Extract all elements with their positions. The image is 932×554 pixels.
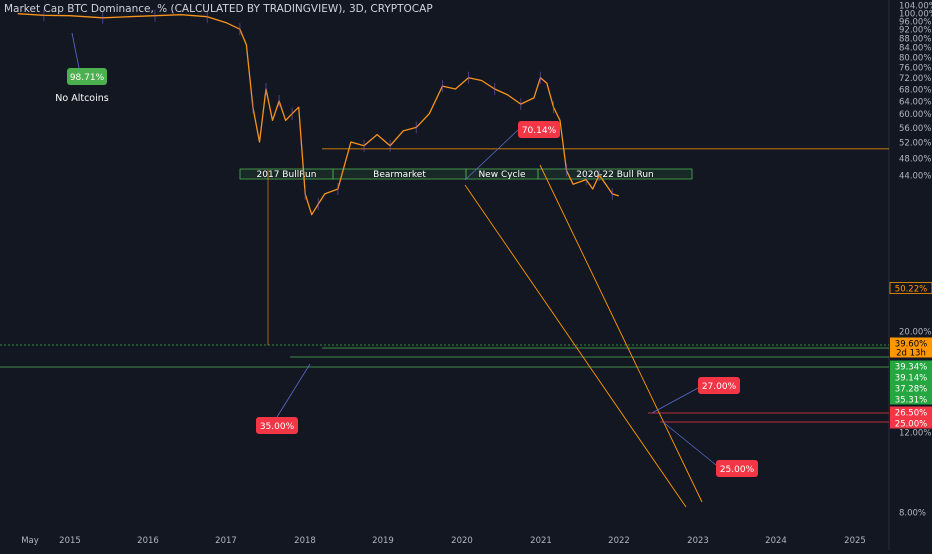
callout-label: 27.00%	[702, 382, 737, 392]
callout-badge	[256, 417, 298, 434]
y-tick-label: 60.00%	[899, 110, 931, 120]
zone-label: 2017 BullRun	[257, 170, 317, 180]
price-tag	[890, 393, 932, 405]
callout-pointer	[276, 363, 311, 418]
price-tag-label: 25.00%	[895, 420, 927, 430]
price-tag	[889, 282, 932, 294]
price-tag	[890, 371, 932, 383]
zone-label: 2020-22 Bull Run	[576, 170, 653, 180]
y-tick-label: 56.00%	[899, 124, 931, 134]
price-tag-label: 37.28%	[895, 385, 927, 395]
callout-pointer	[464, 129, 519, 181]
x-tick-label: 2019	[372, 536, 394, 546]
price-tag	[890, 382, 932, 394]
y-tick-label: 12.00%	[899, 428, 931, 438]
price-tag-label: 50.22%	[895, 285, 927, 295]
x-tick-label: 2025	[844, 536, 866, 546]
y-tick-label: 84.00%	[899, 44, 931, 54]
y-tick-label: 76.00%	[899, 63, 931, 73]
callout-badge	[698, 377, 740, 394]
price-tag-label: 26.50%	[895, 409, 927, 419]
price-tag	[890, 406, 932, 418]
zone-label: New Cycle	[478, 170, 526, 180]
y-tick-label: 92.00%	[899, 26, 931, 36]
zone-label: Bearmarket	[373, 170, 426, 180]
y-tick-label: 68.00%	[899, 85, 931, 95]
x-tick-label: 2018	[294, 536, 316, 546]
price-tag	[890, 337, 932, 349]
price-tag-label: 35.31%	[895, 396, 927, 406]
y-tick-label: 80.00%	[899, 53, 931, 63]
y-tick-label: 48.00%	[899, 154, 931, 164]
callout-badge	[518, 121, 560, 138]
price-line	[17, 13, 619, 216]
note-label: No Altcoins	[55, 93, 108, 104]
price-tag	[890, 417, 932, 429]
y-tick-label: 100.00%	[899, 9, 932, 19]
callout-label: 98.71%	[70, 73, 105, 83]
y-tick-label: 88.00%	[899, 35, 931, 45]
x-tick-label: 2015	[59, 536, 81, 546]
y-tick-label: 20.00%	[899, 327, 931, 337]
y-tick-label: 52.00%	[899, 139, 931, 149]
callout-pointer	[71, 32, 81, 74]
x-tick-label: 2016	[137, 536, 159, 546]
x-tick-label: 2023	[687, 536, 709, 546]
y-tick-label: 72.00%	[899, 74, 931, 84]
y-tick-label: 104.00%	[899, 2, 932, 12]
y-tick-label: 96.00%	[899, 17, 931, 27]
zone-box	[537, 168, 693, 180]
x-tick-label: 2022	[608, 536, 630, 546]
x-tick-label: May	[21, 536, 39, 546]
price-tag	[890, 360, 932, 372]
x-tick-label: 2017	[215, 536, 237, 546]
y-tick-label: 64.00%	[899, 97, 931, 107]
callout-pointer	[651, 387, 699, 414]
x-tick-label: 2024	[765, 536, 787, 546]
trend-line	[539, 164, 703, 503]
y-tick-label: 44.00%	[899, 172, 931, 182]
callout-label: 25.00%	[720, 465, 755, 475]
chart-title: Market Cap BTC Dominance, % (CALCULATED …	[4, 3, 433, 15]
callout-pointer	[662, 421, 717, 466]
trend-line	[464, 184, 687, 508]
y-tick-label: 8.00%	[899, 509, 926, 519]
callout-label: 35.00%	[260, 422, 295, 432]
x-tick-label: 2020	[451, 536, 473, 546]
price-tag-label: 39.34%	[895, 363, 927, 373]
price-tag-label: 39.60%	[895, 340, 927, 350]
callout-label: 70.14%	[522, 126, 557, 136]
x-tick-label: 2021	[530, 536, 552, 546]
callout-badge	[716, 460, 758, 477]
price-tag-label: 2d 13h	[896, 349, 926, 359]
callout-badge	[67, 68, 107, 85]
price-tag	[890, 346, 932, 358]
price-tag-label: 39.14%	[895, 374, 927, 384]
